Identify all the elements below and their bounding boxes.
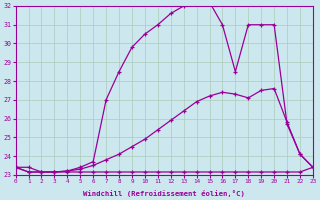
- X-axis label: Windchill (Refroidissement éolien,°C): Windchill (Refroidissement éolien,°C): [83, 190, 245, 197]
